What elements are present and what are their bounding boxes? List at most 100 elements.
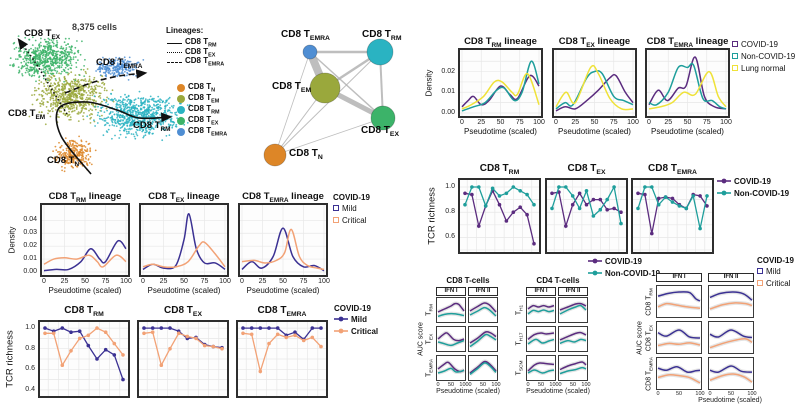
x-tick-label: 50 — [569, 382, 577, 388]
line-dot-marker — [717, 178, 731, 184]
x-tick-label: 0 — [554, 119, 558, 126]
lineage-legend-item: CD8 TRM — [167, 37, 217, 49]
auc-cell — [656, 357, 702, 390]
auc-curve-covid — [437, 332, 465, 342]
column-header: IFN II — [468, 287, 498, 296]
auc-curve-noncovid — [559, 366, 587, 375]
disease-density-legend: COVID-19 Non-COVID-19 Lung normal — [732, 38, 795, 74]
x-axis-label: Pseudotime (scaled) — [526, 388, 590, 395]
panel-title: CD8 TEMRA — [648, 163, 697, 176]
auc-severity-legend: COVID-19 Mild Critical — [757, 256, 794, 289]
tcr-line-critical — [242, 332, 322, 374]
tcr-line-critical — [45, 327, 124, 367]
legend-swatch-icon — [757, 280, 763, 286]
column-header: IFN I — [656, 273, 702, 282]
legend-swatch-icon — [333, 205, 339, 211]
x-tick-label: 50 — [279, 278, 287, 285]
lineage-legend-item: CD8 TEMRA — [167, 56, 224, 68]
auc-curve-noncovid — [469, 333, 497, 348]
tcr-line-mild — [243, 327, 321, 341]
row-label: CD8 TEX — [645, 324, 655, 351]
panel-title: CD8 TEMRA lineage — [646, 36, 729, 49]
auc-cell — [468, 326, 498, 352]
x-tick-label: 0 — [141, 278, 145, 285]
legend-title: COVID-19 — [757, 256, 794, 265]
x-tick-label: 100 — [459, 382, 469, 388]
column-header: IFN I — [436, 287, 466, 296]
auc-curve-critical — [657, 374, 701, 384]
paga-node-label: CD8 TN — [289, 148, 323, 161]
column-header: IFN II — [708, 273, 754, 282]
legend-item-covid: COVID-19 — [588, 255, 660, 267]
x-tick-label: 50 — [590, 119, 599, 126]
row-label: TSCM — [515, 360, 525, 376]
y-tick-label: 1.0 — [25, 324, 35, 332]
paga-node-label: CD8 TEMRA — [281, 29, 330, 42]
auc-curve-noncovid — [559, 338, 587, 345]
x-tick-label: 0 — [240, 278, 244, 285]
paga-node-TEMRA — [302, 44, 318, 60]
y-tick-label: 0.02 — [23, 242, 37, 250]
auc-cell — [526, 355, 556, 381]
line-dot-marker — [334, 328, 348, 334]
auc-curve-covid — [527, 332, 555, 341]
legend-item-covid: COVID-19 — [717, 175, 789, 187]
umap-cluster-label: CD8 TEM — [8, 108, 46, 121]
density-disease-panel — [645, 48, 730, 118]
auc-cell — [708, 321, 754, 354]
x-tick-label: 50 — [447, 382, 455, 388]
x-axis-label: Pseudotime (scaled) — [464, 127, 537, 136]
y-tick-label: 0.01 — [441, 88, 455, 96]
density-severity-panel — [139, 203, 229, 277]
umap-cluster-label: CD8 TEMRA — [96, 57, 143, 70]
umap-cluster-label: CD8 TRM — [133, 120, 171, 133]
y-tick-label: 0.00 — [441, 109, 455, 116]
tcr-disease-panel — [631, 178, 714, 254]
paga-node-TEX — [370, 105, 396, 131]
x-tick-label: 0 — [42, 278, 46, 285]
x-tick-label: 75 — [200, 278, 209, 285]
tcr-line-critical — [143, 331, 223, 367]
y-tick-label: 1.0 — [445, 183, 455, 191]
auc-curve-noncovid — [437, 367, 465, 374]
cluster-legend-item: CD8 TEM — [177, 93, 219, 105]
auc-cell — [558, 297, 588, 323]
panel-title: CD8 TRM — [64, 305, 104, 318]
panel-title: CD8 TRM lineage — [48, 191, 122, 204]
x-tick-label: 0 — [468, 382, 472, 388]
y-axis-label: AUC score — [636, 320, 644, 355]
legend-item-noncovid: Non-COVID-19 — [588, 267, 660, 279]
cluster-legend-item: CD8 TEX — [177, 115, 218, 127]
severity-density-legend: COVID-19 Mild Critical — [333, 193, 370, 226]
y-tick-label: 0.04 — [23, 216, 37, 224]
y-tick-label: 0.8 — [25, 344, 35, 352]
density-curve-mild — [241, 227, 325, 272]
auc-curve-covid — [469, 330, 497, 344]
x-tick-label: 25 — [60, 278, 69, 285]
auc-curve-noncovid — [437, 339, 465, 347]
y-axis-label: TCR richness — [426, 187, 438, 245]
panel-title: CD8 TEX lineage — [558, 36, 631, 49]
x-tick-label: 75 — [515, 119, 524, 126]
x-tick-label: 0 — [558, 382, 562, 388]
auc-cell — [468, 355, 498, 381]
x-tick-label: 75 — [609, 119, 618, 126]
lineage-trajectory — [55, 101, 173, 175]
auc-curve-covid — [559, 302, 587, 311]
auc-curve-mild — [709, 329, 753, 339]
y-tick-label: 0.02 — [441, 67, 455, 75]
panel-title: CD8 TEX lineage — [148, 191, 220, 204]
x-tick-label: 25 — [664, 119, 673, 126]
legend-item-noncovid: Non-COVID-19 — [717, 187, 789, 199]
paga-node-label: CD8 TEM — [272, 81, 312, 94]
umap-cells-count: 8,375 cells — [72, 22, 118, 32]
x-axis-label: Pseudotime (scaled) — [436, 388, 500, 395]
auc-cell — [436, 326, 466, 352]
legend-item-covid: COVID-19 — [732, 38, 795, 50]
auc-disease-legend: COVID-19 Non-COVID-19 — [588, 255, 660, 279]
x-tick-label: 25 — [477, 119, 486, 126]
y-tick-label: 0.01 — [23, 255, 37, 263]
lineage-legend-item: CD8 TEX — [167, 47, 215, 59]
auc-cell — [708, 357, 754, 390]
panel-title: CD8 TRM — [479, 163, 520, 176]
